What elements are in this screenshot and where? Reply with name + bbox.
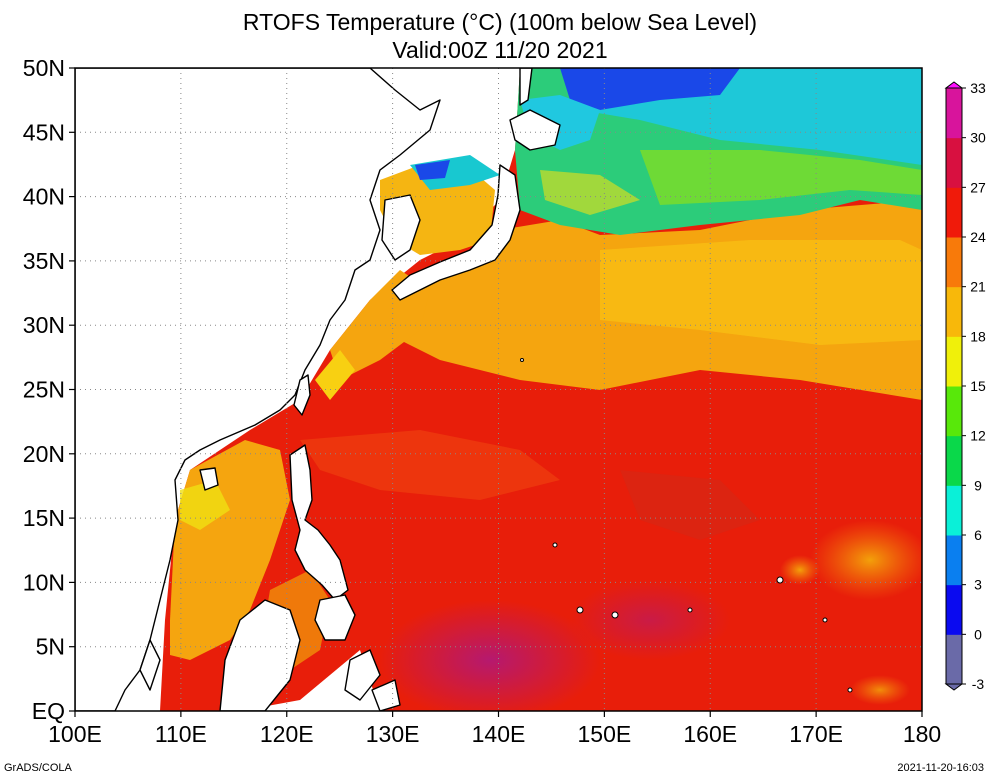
- lon-tick-label: 110E: [155, 721, 207, 747]
- colorbar-segment: [946, 187, 962, 238]
- longitude-axis: 100E 110E 120E 130E 140E 150E 160E 170E 180: [48, 711, 941, 747]
- lon-tick-label: 160E: [683, 721, 737, 747]
- map-valid-time: Valid:00Z 11/20 2021: [392, 37, 608, 63]
- colorbar-bottom-arrow: [944, 683, 964, 691]
- colorbar-label: 21: [970, 279, 986, 295]
- lat-tick-label: 15N: [23, 505, 65, 531]
- lat-tick-label: 30N: [23, 312, 65, 338]
- colorbar-top-arrow: [944, 81, 964, 89]
- lon-tick-label: 170E: [789, 721, 843, 747]
- lon-tick-label: 150E: [578, 721, 632, 747]
- lat-tick-label: 10N: [23, 569, 65, 595]
- colorbar: -3 0 3 6 9 12 15 18 21 24 27 30 33: [944, 80, 986, 692]
- colorbar-label: 24: [970, 229, 986, 245]
- lat-tick-label: 20N: [23, 441, 65, 467]
- lat-tick-label: 5N: [36, 634, 65, 660]
- colorbar-segment: [946, 535, 962, 586]
- lat-tick-label: 50N: [23, 55, 65, 81]
- lat-tick-label: 25N: [23, 377, 65, 403]
- colorbar-label: -3: [972, 676, 985, 692]
- map-title: RTOFS Temperature (°C) (100m below Sea L…: [242, 9, 758, 35]
- colorbar-label: 6: [974, 527, 982, 543]
- colorbar-segment: [946, 237, 962, 288]
- colorbar-label: 18: [970, 328, 986, 344]
- land-outlines: [75, 68, 561, 711]
- colorbar-segment: [946, 336, 962, 387]
- colorbar-label: 0: [974, 626, 982, 642]
- colorbar-segment: [946, 137, 962, 188]
- lat-tick-label: 35N: [23, 248, 65, 274]
- colorbar-segment: [946, 634, 962, 685]
- grid-lines: [75, 68, 922, 711]
- colorbar-label: 3: [974, 577, 982, 593]
- lon-tick-label: 140E: [472, 721, 526, 747]
- colorbar-segment: [946, 584, 962, 635]
- colorbar-segment: [946, 435, 962, 486]
- timestamp-label: 2021-11-20-16:03: [897, 762, 984, 774]
- lat-tick-label: 45N: [23, 119, 65, 145]
- colorbar-label: 15: [970, 378, 986, 394]
- latitude-axis: EQ 5N 10N 15N 20N 25N 30N 35N 40N 45N 50N: [23, 55, 75, 724]
- colorbar-label: 27: [970, 179, 986, 195]
- colorbar-segment: [946, 286, 962, 337]
- colorbar-segment: [946, 485, 962, 536]
- lon-tick-label: 130E: [366, 721, 420, 747]
- lon-tick-label: 120E: [260, 721, 314, 747]
- credit-label: GrADS/COLA: [4, 762, 72, 774]
- colorbar-label: 12: [970, 428, 986, 444]
- lat-tick-label: 40N: [23, 184, 65, 210]
- colorbar-label: 33: [970, 80, 986, 96]
- lon-tick-label: 100E: [48, 721, 102, 747]
- colorbar-label: 30: [970, 130, 986, 146]
- lon-tick-label: 180: [903, 721, 941, 747]
- colorbar-segment: [946, 88, 962, 139]
- colorbar-segment: [946, 386, 962, 437]
- lat-tick-label: EQ: [32, 698, 65, 724]
- colorbar-label: 9: [974, 477, 982, 493]
- ocean-field: [75, 68, 922, 711]
